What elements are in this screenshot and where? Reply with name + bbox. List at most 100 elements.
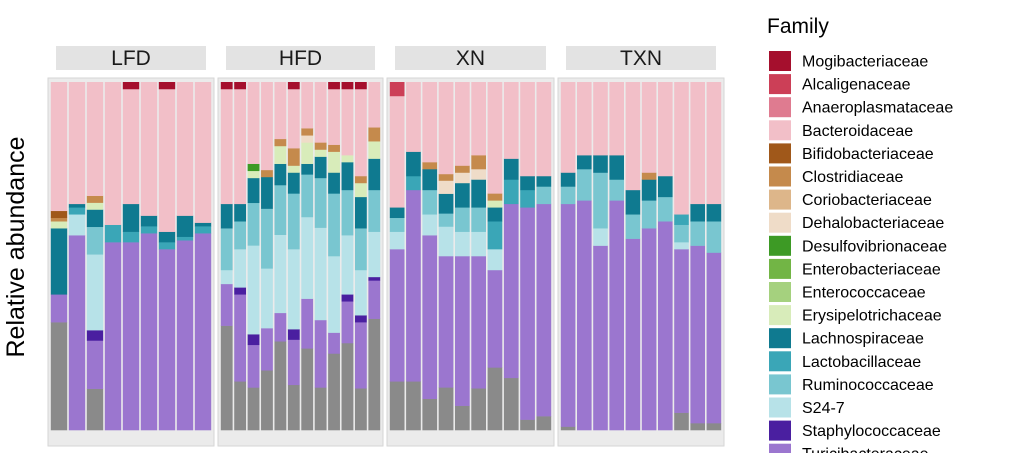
bar-segment-ruminococcaceae xyxy=(706,221,722,253)
legend-label: Erysipelotrichaceae xyxy=(802,308,942,325)
legend-item-s24-7: S24-7 xyxy=(769,397,845,418)
legend-label: Mogibacteriaceae xyxy=(802,54,928,71)
sample-bar xyxy=(536,82,552,431)
bar-segment-clostridiaceae xyxy=(368,127,381,142)
legend-item-lactobacillaceae: Lactobacillaceae xyxy=(769,351,921,372)
sample-bar xyxy=(577,82,592,431)
bar-segment-turicibacteraceae xyxy=(658,221,673,431)
bar-segment-s24-7 xyxy=(593,228,608,246)
bar-segment-dehalobacteriaceae xyxy=(301,135,314,143)
bar-segment-bacteroidaceae xyxy=(389,95,405,208)
bar-segment-lachnospiraceae xyxy=(658,175,673,198)
sample-bar xyxy=(658,82,673,431)
bar-segment-erysipelotrichaceae xyxy=(50,221,68,229)
bar-segment-s24-7 xyxy=(368,231,381,278)
bar-segment-other xyxy=(487,367,503,431)
bar-segment-ruminococcaceae xyxy=(261,208,273,269)
bar-segment-staphylococcaceae xyxy=(86,330,104,341)
bar-segment-other xyxy=(354,388,367,431)
bar-segment-ruminococcaceae xyxy=(341,189,354,236)
bar-segment-turicibacteraceae xyxy=(220,283,233,326)
bar-segment-clostridiaceae xyxy=(438,173,454,181)
bar-segment-s24-7 xyxy=(301,216,314,299)
bar-segment-ruminococcaceae xyxy=(354,228,367,271)
bar-segment-turicibacteraceae xyxy=(328,332,340,354)
bar-segment-lachnospiraceae xyxy=(560,172,576,187)
bar-segment-clostridiaceae xyxy=(261,169,273,178)
bar-segment-clostridiaceae xyxy=(86,195,104,203)
bar-segment-lactobacillaceae xyxy=(487,221,503,250)
legend-label: Dehalobacteriaceae xyxy=(802,215,944,232)
bar-segment-lachnospiraceae xyxy=(503,158,519,180)
legend-label: Ruminococcaceae xyxy=(802,377,934,394)
bar-segment-lactobacillaceae xyxy=(194,226,212,234)
bar-segment-staphylococcaceae xyxy=(368,276,381,281)
panel-txn: TXN xyxy=(557,46,725,447)
bar-segment-turicibacteraceae xyxy=(122,242,140,431)
bar-segment-bacteroidaceae xyxy=(471,82,486,156)
bar-segment-bacteroidaceae xyxy=(706,82,722,205)
bar-segment-clostridiaceae xyxy=(287,148,300,166)
sample-bar xyxy=(503,82,519,431)
bar-segment-erysipelotrichaceae xyxy=(247,170,260,179)
bar-segment-s24-7 xyxy=(455,231,470,257)
panel-xn: XN xyxy=(386,46,555,447)
sample-bar xyxy=(706,82,722,431)
bar-segment-s24-7 xyxy=(234,249,247,288)
bar-segment-lachnospiraceae xyxy=(220,203,233,229)
bar-segment-bifidobacteriaceae xyxy=(50,210,68,219)
bar-segment-lachnospiraceae xyxy=(406,151,421,177)
legend-swatch xyxy=(769,258,791,279)
bar-segment-bacteroidaceae xyxy=(354,88,367,177)
legend-swatch xyxy=(769,374,791,395)
sample-bar xyxy=(368,82,381,431)
bar-segment-bacteroidaceae xyxy=(341,88,354,156)
sample-bar xyxy=(314,82,327,431)
bar-segment-s24-7 xyxy=(314,227,327,321)
bar-segment-staphylococcaceae xyxy=(341,294,354,302)
bar-segment-bacteroidaceae xyxy=(674,82,689,215)
bar-segment-lachnospiraceae xyxy=(261,176,273,209)
legend-swatch xyxy=(769,328,791,349)
bar-segment-turicibacteraceae xyxy=(368,280,381,319)
bar-segment-s24-7 xyxy=(274,234,287,314)
legend-label: S24-7 xyxy=(802,400,845,417)
bar-segment-turicibacteraceae xyxy=(341,301,354,344)
legend-item-coriobacteriaceae: Coriobacteriaceae xyxy=(769,189,932,210)
bar-segment-ruminococcaceae xyxy=(234,221,247,250)
bar-segment-turicibacteraceae xyxy=(438,256,454,388)
bar-segment-lachnospiraceae xyxy=(471,179,486,208)
legend-swatch xyxy=(769,97,791,118)
bar-segment-lachnospiraceae xyxy=(86,209,104,228)
bar-segment-lachnospiraceae xyxy=(625,189,641,215)
legend-swatch xyxy=(769,212,791,233)
bar-segment-bacteroidaceae xyxy=(658,82,673,177)
bar-segment-lachnospiraceae xyxy=(274,163,287,186)
bar-segment-ruminococcaceae xyxy=(389,217,405,232)
bar-segment-alcaligenaceae xyxy=(389,82,405,97)
bar-segment-erysipelotrichaceae xyxy=(274,145,287,164)
bar-segment-dehalobacteriaceae xyxy=(455,172,470,184)
bar-segment-other xyxy=(471,388,486,431)
bar-segment-ruminococcaceae xyxy=(220,228,233,271)
sample-bar xyxy=(487,82,503,431)
bar-segment-bacteroidaceae xyxy=(560,82,576,173)
legend-item-desulfovibrionaceae: Desulfovibrionaceae xyxy=(769,235,947,256)
bar-segment-bacteroidaceae xyxy=(520,82,535,177)
bar-segment-turicibacteraceae xyxy=(577,200,592,431)
bar-segment-turicibacteraceae xyxy=(487,269,503,368)
sample-bar xyxy=(625,82,641,431)
bar-segment-turicibacteraceae xyxy=(158,249,176,431)
bar-segment-turicibacteraceae xyxy=(314,319,327,388)
bar-segment-ruminococcaceae xyxy=(455,207,470,232)
sample-bar xyxy=(158,82,176,431)
bar-segment-turicibacteraceae xyxy=(389,249,405,382)
bar-segment-lachnospiraceae xyxy=(354,196,367,229)
bar-segment-s24-7 xyxy=(328,256,340,333)
sample-bar xyxy=(422,82,438,431)
bar-segment-erysipelotrichaceae xyxy=(314,149,327,157)
sample-bar xyxy=(609,82,624,431)
bar-segment-mogibacteriaceae xyxy=(328,82,340,90)
bar-segment-lachnospiraceae xyxy=(487,207,503,222)
legend: Mogibacteriaceae Alcaligenaceae Anaeroplas… xyxy=(769,51,953,453)
